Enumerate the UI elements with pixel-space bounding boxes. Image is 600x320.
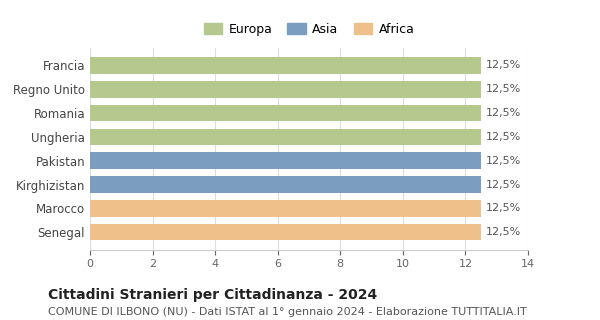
Text: 12,5%: 12,5% bbox=[486, 60, 521, 70]
Bar bbox=[90, 152, 481, 169]
Bar bbox=[90, 129, 481, 145]
Bar bbox=[90, 224, 481, 240]
Text: Cittadini Stranieri per Cittadinanza - 2024: Cittadini Stranieri per Cittadinanza - 2… bbox=[48, 288, 377, 302]
Bar bbox=[90, 200, 481, 217]
Bar bbox=[90, 81, 481, 98]
Text: 12,5%: 12,5% bbox=[486, 180, 521, 189]
Text: 12,5%: 12,5% bbox=[486, 227, 521, 237]
Text: 12,5%: 12,5% bbox=[486, 203, 521, 213]
Bar bbox=[90, 176, 481, 193]
Legend: Europa, Asia, Africa: Europa, Asia, Africa bbox=[199, 18, 419, 41]
Bar bbox=[90, 105, 481, 121]
Text: 12,5%: 12,5% bbox=[486, 108, 521, 118]
Bar bbox=[90, 57, 481, 74]
Text: COMUNE DI ILBONO (NU) - Dati ISTAT al 1° gennaio 2024 - Elaborazione TUTTITALIA.: COMUNE DI ILBONO (NU) - Dati ISTAT al 1°… bbox=[48, 307, 527, 317]
Text: 12,5%: 12,5% bbox=[486, 84, 521, 94]
Text: 12,5%: 12,5% bbox=[486, 156, 521, 166]
Text: 12,5%: 12,5% bbox=[486, 132, 521, 142]
